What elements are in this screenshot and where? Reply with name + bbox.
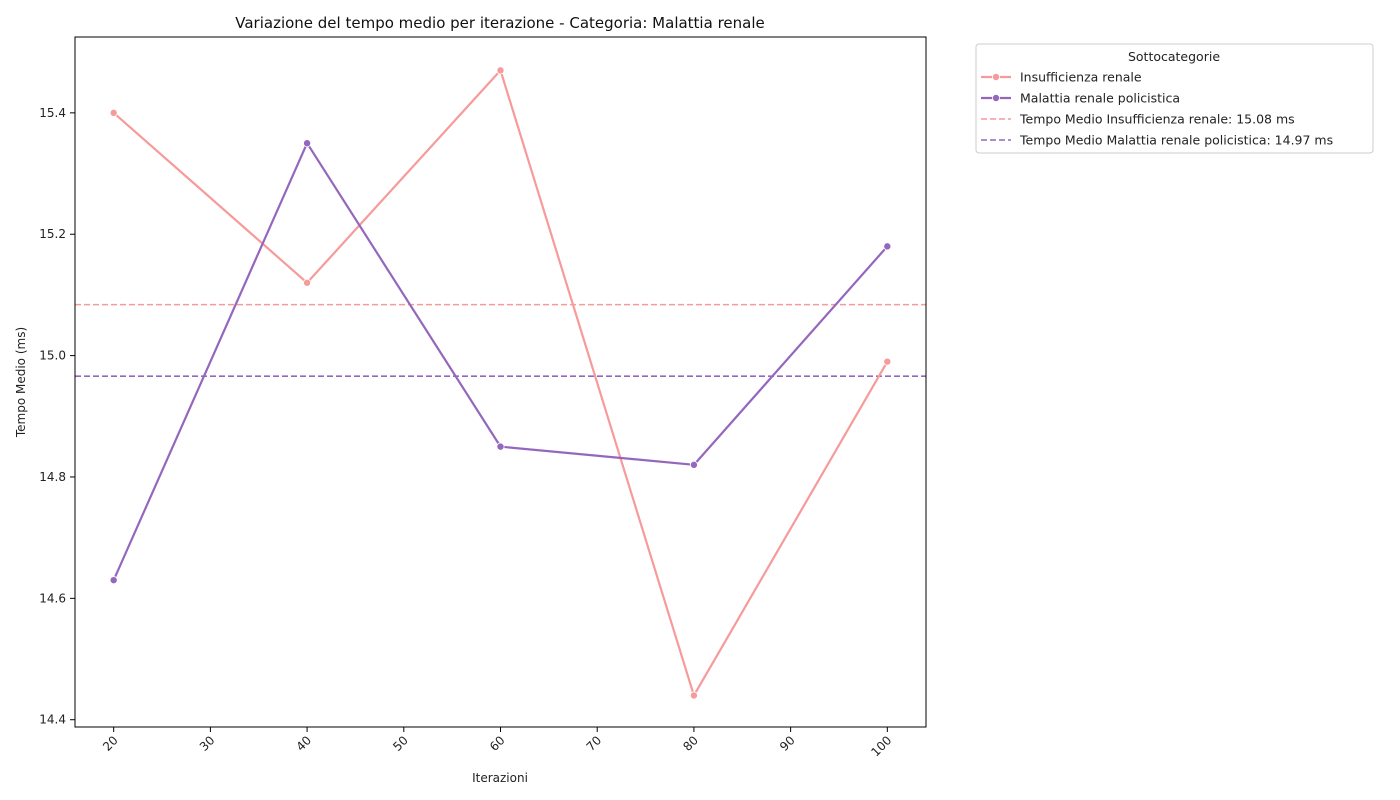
- legend-title: Sottocategorie: [1128, 49, 1220, 64]
- chart-title: Variazione del tempo medio per iterazion…: [235, 14, 764, 32]
- x-axis-label: Iterazioni: [472, 771, 528, 785]
- data-point-0-1: [303, 278, 312, 287]
- legend-marker-0: [992, 73, 1001, 82]
- legend-label-1: Malattia renale policistica: [1020, 91, 1180, 106]
- data-point-0-0: [109, 108, 118, 117]
- legend: Sottocategorie Insufficienza renale Malat…: [975, 43, 1374, 154]
- data-point-1-3: [689, 460, 698, 469]
- x-tick-label: 30: [197, 733, 218, 754]
- series-line-0: [112, 69, 889, 697]
- x-tick-label: 60: [487, 733, 508, 754]
- y-tick-label: 14.6: [39, 591, 66, 605]
- legend-label-2: Tempo Medio Insufficienza renale: 15.08 …: [1019, 112, 1295, 127]
- y-tick-label: 14.8: [39, 470, 66, 484]
- x-tick-label: 80: [680, 733, 701, 754]
- x-tick-label: 40: [294, 733, 315, 754]
- plot-area: [75, 66, 926, 700]
- y-tick-label: 15.0: [39, 349, 66, 363]
- data-point-0-4: [883, 357, 892, 366]
- y-tick-label: 14.4: [39, 713, 66, 727]
- x-tick-label: 90: [777, 733, 798, 754]
- data-point-1-2: [496, 442, 505, 451]
- y-axis-label: Tempo Medio (ms): [14, 327, 28, 438]
- data-point-0-2: [496, 66, 505, 75]
- data-point-0-3: [689, 691, 698, 700]
- data-point-1-0: [109, 576, 118, 585]
- x-tick-label: 100: [868, 733, 894, 759]
- x-tick-label: 50: [390, 733, 411, 754]
- y-tick-label: 15.4: [39, 106, 66, 120]
- legend-label-0: Insufficienza renale: [1020, 70, 1142, 85]
- legend-marker-1: [992, 94, 1001, 103]
- x-tick-label: 70: [584, 733, 605, 754]
- legend-label-3: Tempo Medio Malattia renale policistica:…: [1019, 133, 1333, 148]
- y-axis: 14.4 14.6 14.8 15.0 15.2 15.4: [39, 106, 75, 727]
- x-tick-label: 20: [100, 733, 121, 754]
- y-tick-label: 15.2: [39, 227, 66, 241]
- series-line-1: [112, 142, 889, 581]
- x-axis: 20 30 40 50 60 70 80 90 100: [100, 727, 894, 759]
- data-point-1-4: [883, 242, 892, 251]
- legend-box: [975, 43, 1374, 154]
- data-point-1-1: [303, 139, 312, 148]
- plot-frame: [74, 36, 927, 728]
